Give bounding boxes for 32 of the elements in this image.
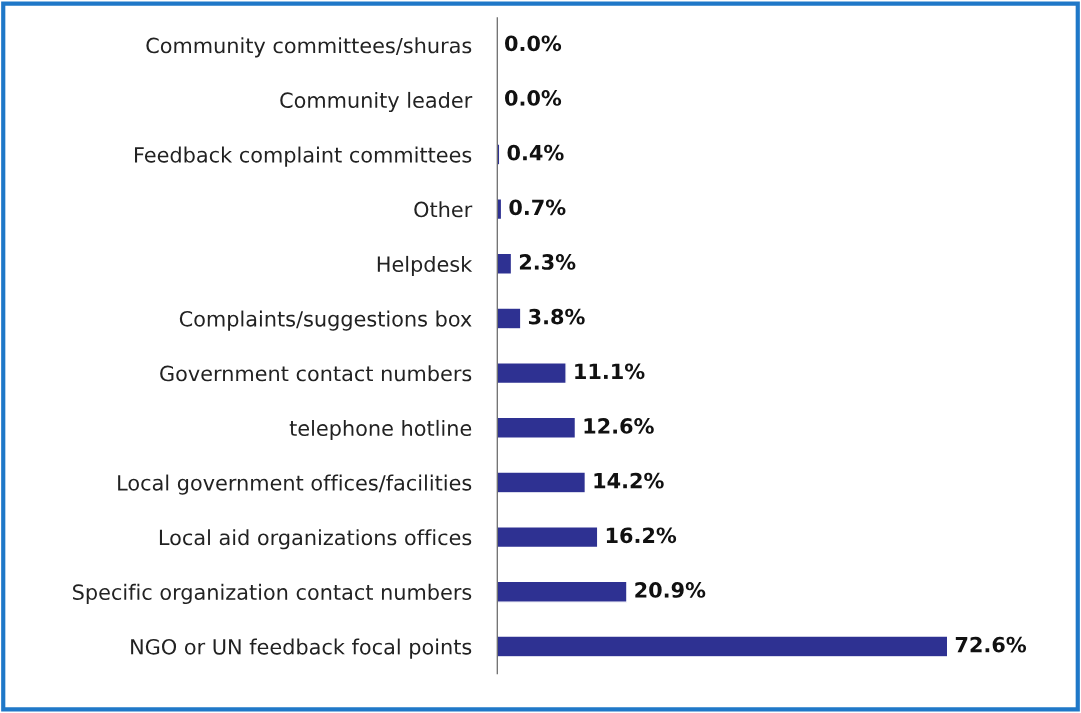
bar bbox=[497, 580, 628, 603]
y-tick-label: Feedback complaint committees bbox=[135, 146, 472, 167]
data-label: 0.4% bbox=[507, 144, 564, 161]
data-label: 2.3% bbox=[519, 254, 576, 270]
data-label: 0.0% bbox=[505, 90, 562, 106]
data-label: 14.2% bbox=[594, 472, 664, 489]
bar bbox=[497, 526, 599, 549]
data-label: 20.9% bbox=[635, 582, 706, 598]
data-label: 0.0% bbox=[505, 35, 562, 52]
bar bbox=[497, 416, 577, 439]
y-tick-label: Helpdesk bbox=[377, 255, 473, 277]
y-tick-label: Complaints/suggestions box bbox=[179, 310, 472, 331]
y-tick-label: telephone hotline bbox=[289, 419, 472, 441]
y-tick-label: NGO or UN feedback focal points bbox=[131, 638, 472, 659]
y-tick-label: Local government offices/facilities bbox=[118, 474, 472, 495]
y-tick-label: Specific organization contact numbers bbox=[73, 583, 472, 605]
y-tick-label: Community committees/shuras bbox=[146, 37, 472, 58]
data-label: 0.7% bbox=[509, 199, 566, 216]
bar bbox=[497, 362, 567, 385]
data-label: 12.6% bbox=[584, 418, 654, 434]
data-label: 3.8% bbox=[528, 308, 585, 325]
y-tick-label: Government contact numbers bbox=[160, 365, 472, 382]
bar bbox=[497, 635, 949, 658]
bar bbox=[497, 471, 587, 494]
y-tick-label: Other bbox=[414, 201, 473, 218]
data-label: 11.1% bbox=[575, 363, 645, 380]
data-label: 72.6% bbox=[955, 636, 1027, 653]
y-tick-label: Community leader bbox=[280, 91, 473, 113]
bar bbox=[497, 307, 522, 330]
y-tick-label: Local aid organizations offices bbox=[159, 529, 472, 550]
bar bbox=[497, 252, 513, 275]
data-label: 16.2% bbox=[606, 527, 677, 544]
